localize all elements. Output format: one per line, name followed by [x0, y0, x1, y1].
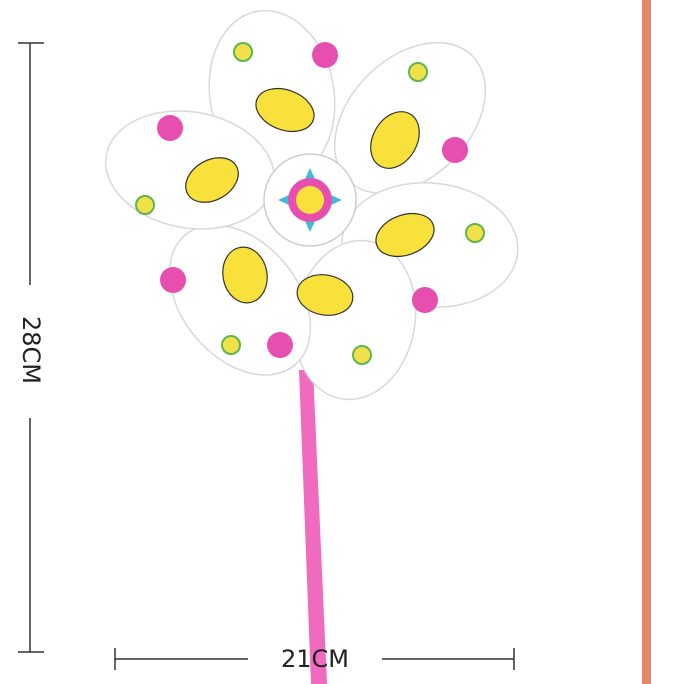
- stars: [135, 42, 485, 365]
- birds: [185, 87, 435, 316]
- flowers: [157, 42, 468, 358]
- width-label: 21CM: [281, 645, 349, 673]
- side-bar: [642, 0, 651, 684]
- hub-core: [296, 186, 324, 214]
- width-dimension: [114, 648, 515, 670]
- stick: [299, 370, 327, 684]
- height-dimension: [18, 42, 44, 653]
- height-label: 28CM: [17, 316, 45, 384]
